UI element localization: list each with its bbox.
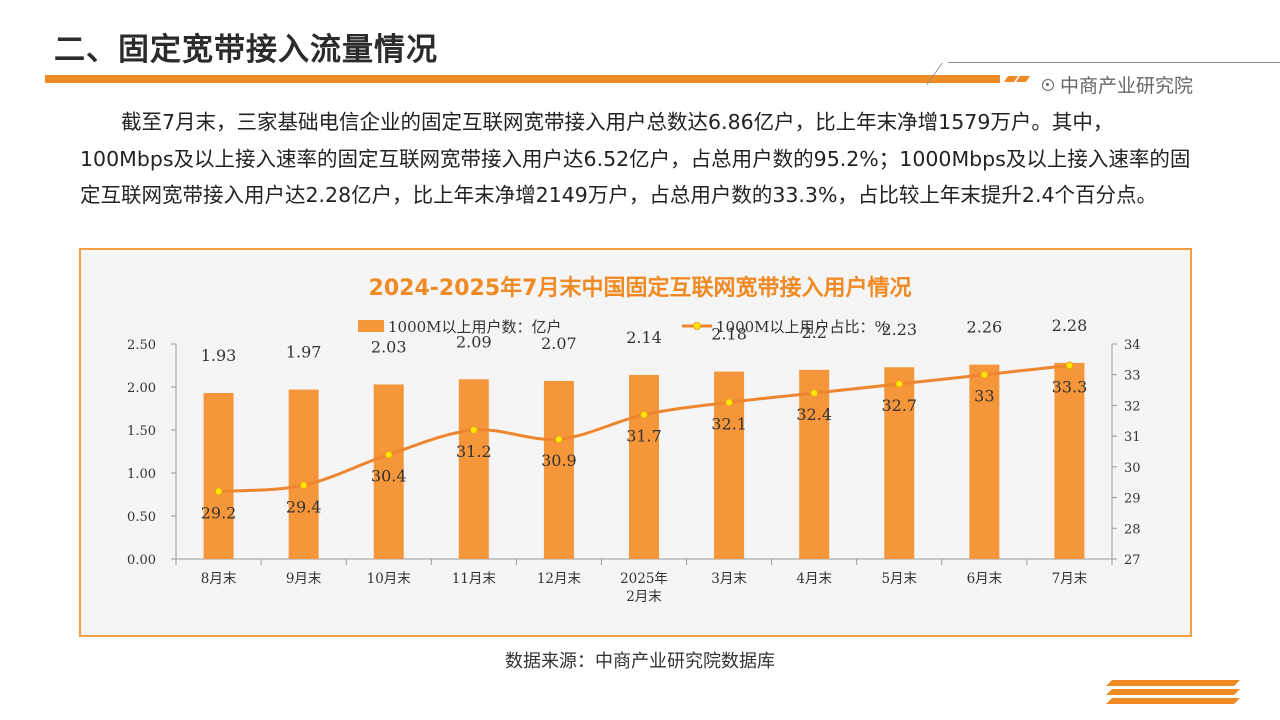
summary-paragraph: 截至7月末，三家基础电信企业的固定互联网宽带接入用户总数达6.86亿户，比上年末… [80,104,1200,214]
data-source: 数据来源：中商产业研究院数据库 [505,651,775,672]
summary-text: 截至7月末，三家基础电信企业的固定互联网宽带接入用户总数达6.86亿户，比上年末… [80,110,1191,207]
target-icon [1042,78,1054,91]
header-divider [948,62,1280,63]
accent-slash [1015,76,1031,82]
page-title: 二、固定宽带接入流量情况 [54,32,438,68]
brand: 中商产业研究院 [1042,71,1193,98]
chart-panel [79,248,1192,637]
chart-title: 2024-2025年7月末中国固定互联网宽带接入用户情况 [368,276,912,301]
title-underline [45,75,1000,83]
decorative-stripes [1106,680,1240,704]
brand-name: 中商产业研究院 [1060,75,1194,97]
